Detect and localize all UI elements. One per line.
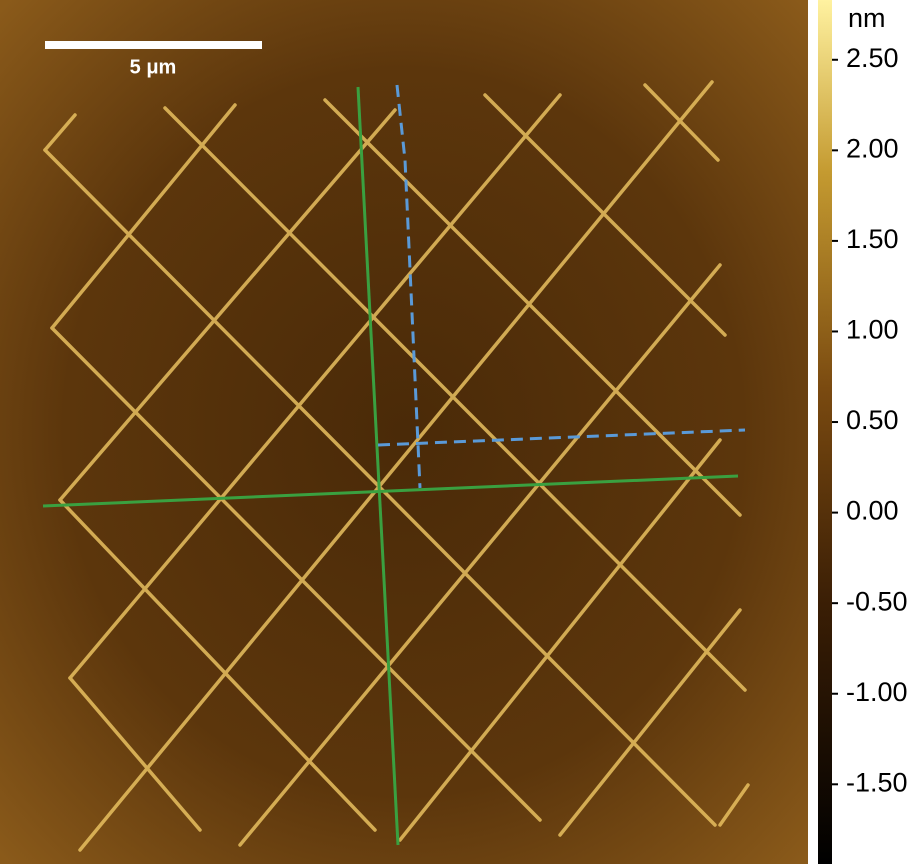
tick-label: 2.50 bbox=[846, 43, 899, 73]
tick-label: 1.00 bbox=[846, 315, 899, 345]
lattice bbox=[43, 80, 750, 852]
tick-label: -1.50 bbox=[846, 767, 908, 797]
tick-label: 0.00 bbox=[846, 496, 899, 526]
reference-lines bbox=[377, 84, 746, 489]
scale-bar-label: 5 μm bbox=[130, 56, 177, 78]
colorbar-unit: nm bbox=[848, 3, 886, 33]
colorbar bbox=[818, 0, 832, 864]
profile-lines bbox=[42, 86, 739, 846]
tick-label: -0.50 bbox=[846, 586, 908, 616]
tick-label: 1.50 bbox=[846, 224, 899, 254]
tick-label: 2.00 bbox=[846, 133, 899, 163]
tick-label: -1.00 bbox=[846, 677, 908, 707]
tick-label: 0.50 bbox=[846, 405, 899, 435]
colorbar-ticks: 2.50 2.00 1.50 1.00 0.50 0.00 -0.50 -1.00 -1.50 bbox=[832, 43, 908, 797]
